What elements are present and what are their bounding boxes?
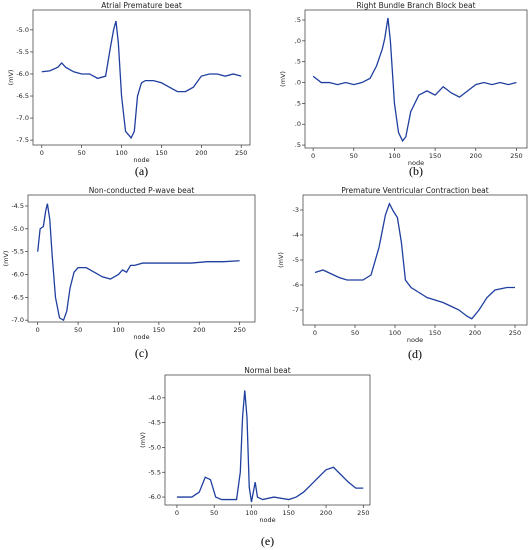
y-tick-label: -3 <box>293 206 299 214</box>
y-tick-label: -5.5 <box>11 248 24 256</box>
x-tick-label: 150 <box>283 509 295 517</box>
y-axis-label: (mV) <box>277 252 285 268</box>
ecg-line <box>314 202 515 320</box>
x-tick-label: 200 <box>195 149 207 157</box>
y-tick-label: -5.0 <box>148 443 161 451</box>
x-tick-label: 250 <box>509 329 521 337</box>
y-tick-label: -7.5 <box>16 136 29 144</box>
y-tick-label: -6.5 <box>11 293 24 301</box>
x-tick-label: 250 <box>235 149 247 157</box>
y-axis-label: (mV) <box>279 71 287 87</box>
y-tick-label: -6.0 <box>148 493 161 501</box>
x-tick-label: 200 <box>469 329 481 337</box>
x-axis-label: node <box>259 516 275 524</box>
x-tick-label: 250 <box>233 326 245 334</box>
ecg-line <box>312 17 517 143</box>
y-tick-label: -7 <box>293 306 299 314</box>
y-axis-label: (mV) <box>2 251 10 267</box>
y-tick-label: .0 <box>295 79 301 87</box>
x-axis-label: node <box>408 159 424 167</box>
caption: (c) <box>135 346 148 360</box>
y-tick-label: -5.0 <box>16 26 29 34</box>
x-tick-label: 100 <box>388 152 400 160</box>
x-tick-label: 0 <box>175 509 179 517</box>
x-tick-label: 0 <box>311 152 315 160</box>
x-tick-label: 200 <box>320 509 332 517</box>
y-tick-label: -4.0 <box>148 394 161 402</box>
x-tick-label: 200 <box>193 326 205 334</box>
x-tick-label: 0 <box>36 326 40 334</box>
y-tick-label: -5 <box>293 256 299 264</box>
x-tick-label: 50 <box>78 149 86 157</box>
chart-title: Atrial Premature beat <box>101 1 182 10</box>
x-tick-label: 50 <box>351 329 359 337</box>
x-tick-label: 100 <box>245 509 257 517</box>
x-tick-label: 50 <box>74 326 82 334</box>
x-tick-label: 200 <box>470 152 482 160</box>
caption: (e) <box>261 534 274 548</box>
chart-title: Right Bundle Branch Block beat <box>356 1 475 10</box>
y-tick-label: -5.5 <box>16 48 29 56</box>
y-tick-label: -7.0 <box>11 316 24 324</box>
x-tick-label: 50 <box>210 509 218 517</box>
x-tick-label: 150 <box>429 329 441 337</box>
y-tick-label: .0 <box>295 120 301 128</box>
y-tick-label: .5 <box>295 99 301 107</box>
plot-frame <box>32 9 251 146</box>
ecg-line <box>41 20 242 140</box>
y-tick-label: -6.0 <box>16 70 29 78</box>
x-tick-label: 0 <box>313 329 317 337</box>
y-tick-label: -4.5 <box>148 419 161 427</box>
ecg-line <box>37 203 240 322</box>
y-tick-label: -4 <box>293 231 299 239</box>
x-tick-label: 250 <box>510 152 522 160</box>
plot-frame <box>302 194 528 326</box>
y-tick-label: -4.5 <box>11 202 24 210</box>
y-tick-label: .5 <box>295 58 301 66</box>
y-tick-label: -7.0 <box>16 114 29 122</box>
x-axis-label: node <box>133 156 149 164</box>
y-axis-label: (mV) <box>139 432 147 448</box>
plot-frame <box>164 374 371 506</box>
chart-title: Premature Ventricular Contraction beat <box>341 186 489 195</box>
y-tick-label: -5.5 <box>148 468 161 476</box>
caption: (b) <box>409 164 423 178</box>
x-axis-label: node <box>407 336 423 344</box>
y-tick-label: -6 <box>293 281 299 289</box>
x-tick-label: 100 <box>389 329 401 337</box>
y-tick-label: .5 <box>295 16 301 24</box>
chart-title: Normal beat <box>244 366 290 375</box>
x-tick-label: 150 <box>429 152 441 160</box>
chart-title: Non-conducted P-wave beat <box>89 186 195 195</box>
x-tick-label: 100 <box>112 326 124 334</box>
y-tick-label: -6.5 <box>16 92 29 100</box>
plot-frame <box>27 194 256 323</box>
caption: (d) <box>408 347 422 361</box>
ecg-line <box>176 390 364 503</box>
caption: (a) <box>135 164 148 178</box>
x-tick-label: 50 <box>350 152 358 160</box>
y-tick-label: -5.0 <box>11 225 24 233</box>
y-tick-label: ,0 <box>295 37 301 45</box>
x-tick-label: 150 <box>155 149 167 157</box>
x-tick-label: 0 <box>40 149 44 157</box>
y-tick-label: .5 <box>295 141 301 149</box>
x-tick-label: 100 <box>115 149 127 157</box>
y-axis-label: (mV) <box>7 70 15 86</box>
y-tick-label: -6.0 <box>11 270 24 278</box>
x-axis-label: node <box>133 333 149 341</box>
plot-frame <box>304 9 528 149</box>
x-tick-label: 250 <box>357 509 369 517</box>
x-tick-label: 150 <box>153 326 165 334</box>
